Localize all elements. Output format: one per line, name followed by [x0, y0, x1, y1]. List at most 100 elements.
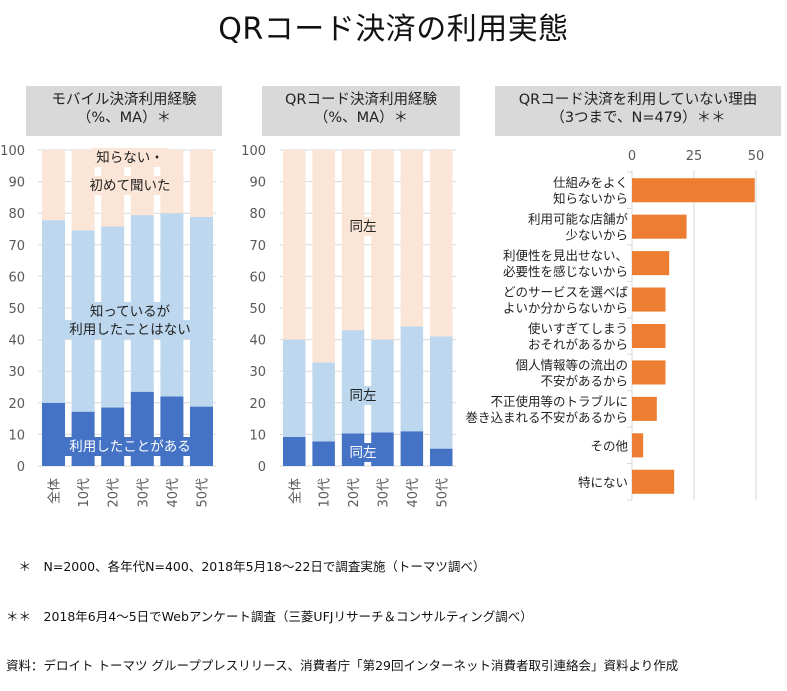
chart2-header: QRコード決済利用経験 （%、MA）＊	[262, 86, 460, 136]
chart3-category-label: 利便性を見出せない、	[503, 248, 628, 263]
chart2-category-label: 50代	[435, 478, 450, 508]
chart2-bar-segment	[283, 150, 306, 340]
chart2-ytick-label: 30	[249, 365, 266, 380]
chart1-ytick-label: 50	[8, 302, 25, 317]
chart2-bar-segment	[312, 362, 335, 442]
chart2-title-line1: QRコード決済利用経験	[285, 92, 437, 108]
chart1-annotation-bg	[84, 302, 176, 321]
chart1-ytick-label: 100	[0, 144, 25, 159]
chart2-ytick-label: 20	[249, 397, 266, 412]
chart1-ytick-label: 80	[8, 207, 25, 222]
chart2-category-label: 10代	[318, 478, 333, 508]
chart2-bar-segment	[341, 150, 365, 331]
chart3-category-label: どのサービスを選べば	[503, 285, 629, 300]
chart3-bar	[632, 251, 670, 276]
chart2-ytick-label: 60	[249, 270, 266, 285]
chart3-bar	[632, 396, 657, 421]
chart1-ytick-label: 10	[8, 428, 25, 443]
chart3-category-label: よいか分からないから	[503, 301, 628, 316]
chart2-bar-segment	[400, 150, 424, 327]
chart2-bar-segment	[371, 339, 394, 433]
chart2-bar-segment	[400, 431, 424, 466]
chart3-category-label: その他	[590, 438, 628, 453]
chart1-ytick-label: 40	[8, 334, 25, 349]
chart3-bar	[632, 323, 666, 349]
chart2-annotation-bg	[344, 217, 382, 236]
chart3-category-label: 利用可能な店舗が	[528, 212, 629, 227]
chart1-category-label: 全体	[47, 478, 63, 504]
chart1-bar-segment	[190, 406, 213, 466]
chart3-category-label: おそれがあるから	[528, 337, 628, 352]
chart1-bar-segment	[42, 150, 65, 221]
chart1-annotation-bg	[64, 320, 196, 339]
chart2-category-label: 全体	[287, 478, 303, 504]
chart1-category-label: 20代	[107, 478, 122, 508]
chart3-category-label: 使いすぎてしまう	[528, 321, 628, 336]
chart2-annotation-label: 同左	[350, 445, 377, 461]
chart3-xtick-label: 50	[748, 149, 765, 164]
chart2-ytick-label: 40	[249, 334, 266, 349]
chart2-bar-segment	[283, 339, 306, 437]
chart1-category-label: 50代	[196, 478, 211, 508]
chart1-ytick-label: 20	[8, 397, 25, 412]
chart2-category-label: 40代	[406, 478, 421, 508]
chart1-annotation-label: 利用したことがある	[69, 439, 191, 455]
chart2-ytick-label: 50	[249, 302, 266, 317]
chart1-annotation-bg	[84, 176, 176, 195]
chart1-category-label: 30代	[136, 478, 151, 508]
chart3-category-label: 仕組みをよく	[553, 175, 628, 190]
footnotes: ＊ N=2000、各年代N=400、2018年5月18～22日で調査実施（トーマ…	[6, 526, 678, 691]
chart2-annotation-bg	[344, 386, 382, 405]
chart3-category-label: 不安があるから	[540, 373, 628, 388]
chart2-ytick-label: 100	[241, 144, 266, 159]
chart2-annotation-bg	[344, 443, 382, 462]
chart3-category-label: 必要性を感じないから	[503, 264, 628, 279]
chart3-category-label: 少ないから	[565, 228, 628, 243]
chart1-bar-segment	[190, 216, 213, 407]
chart3-bar	[632, 214, 687, 239]
chart1-ytick-label: 90	[8, 176, 25, 191]
chart2-bar-segment	[283, 436, 306, 466]
chart2-bar-segment	[400, 326, 424, 432]
chart3-bar	[632, 287, 666, 312]
footnote-1: ＊ N=2000、各年代N=400、2018年5月18～22日で調査実施（トーマ…	[6, 559, 486, 574]
chart3-bar	[632, 178, 755, 203]
page-title: QRコード決済の利用実態	[218, 12, 569, 47]
chart1-header: モバイル決済利用経験 （%、MA）＊	[26, 86, 222, 136]
chart1-ytick-label: 60	[8, 270, 25, 285]
chart2-bar-segment	[430, 150, 453, 337]
chart3-category-label: 巻き込まれる不安があるから	[465, 410, 628, 425]
chart1-title-line1: モバイル決済利用経験	[51, 92, 197, 108]
chart1-annotation-label: 利用したことはない	[69, 322, 191, 338]
chart3-category-label: 個人情報等の流出の	[515, 357, 628, 372]
chart1-bar-segment	[42, 402, 65, 466]
chart1-ytick-label: 0	[17, 460, 25, 475]
chart1-category-label: 40代	[166, 478, 181, 508]
chart3-category-label: 知らないから	[553, 191, 628, 206]
chart3-bar	[632, 433, 644, 458]
chart3-xtick-label: 25	[686, 149, 703, 164]
chart1-bar-segment	[42, 220, 65, 403]
chart3-category-label: 不正使用等のトラブルに	[490, 394, 628, 409]
chart2-annotation-label: 同左	[350, 388, 377, 404]
chart1-annotation-label: 知っているが	[90, 303, 171, 320]
chart2-ytick-label: 10	[249, 428, 266, 443]
chart1-bar-segment	[71, 150, 95, 231]
chart3-category-label: 特にない	[578, 475, 628, 490]
chart3-bar	[632, 360, 666, 385]
chart2-ytick-label: 90	[249, 176, 266, 191]
chart1-ytick-label: 30	[8, 365, 25, 380]
chart2-bar-segment	[341, 330, 365, 434]
chart1-annotation-bg	[91, 148, 169, 167]
chart2-ytick-label: 0	[258, 460, 266, 475]
chart2-category-label: 20代	[347, 478, 362, 508]
chart1-ytick-label: 70	[8, 239, 25, 254]
chart3-title-line1: QRコード決済を利用していない理由	[518, 92, 758, 108]
chart3-bar	[632, 469, 675, 494]
chart2-bar-segment	[430, 336, 453, 449]
chart2-ytick-label: 70	[249, 239, 266, 254]
chart2-bar-segment	[371, 150, 394, 340]
chart3-title-line2: （3つまで、N=479）＊＊	[550, 110, 726, 126]
chart1-bar-segment	[101, 407, 125, 466]
